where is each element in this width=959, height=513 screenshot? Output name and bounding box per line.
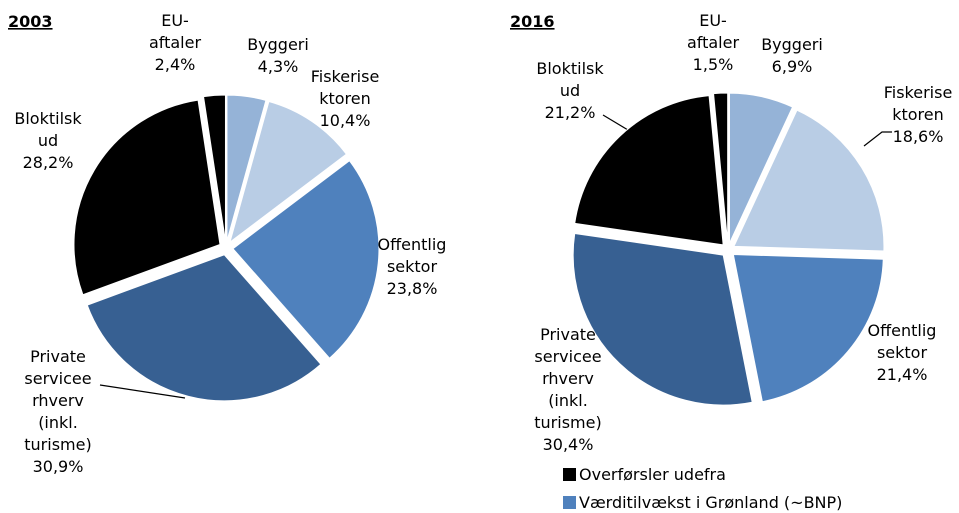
label-line: ud bbox=[560, 81, 580, 100]
pie-slice bbox=[713, 92, 729, 244]
label-line: Fiskerise bbox=[311, 67, 380, 86]
pie-slice bbox=[226, 94, 267, 242]
label-line: rhverv bbox=[542, 369, 594, 388]
label-line: servicee bbox=[534, 347, 601, 366]
slice-label: Byggeri 4,3% bbox=[247, 35, 309, 76]
label-line: ktoren bbox=[892, 105, 944, 124]
label-line: turisme) bbox=[24, 435, 91, 454]
legend-label: Værditilvækst i Grønland (~BNP) bbox=[579, 493, 842, 512]
leader-line bbox=[602, 114, 629, 131]
slice-label: Fiskerise ktoren 18,6% bbox=[884, 83, 953, 146]
label-line: ud bbox=[38, 131, 58, 150]
pie-slice bbox=[86, 254, 322, 402]
label-line: sektor bbox=[387, 257, 438, 276]
label-line: rhverv bbox=[32, 391, 84, 410]
slice-label: EU-aftaler 1,5% bbox=[687, 11, 740, 74]
value-label: 30,4% bbox=[543, 435, 594, 454]
slice-label: Bloktilsk ud 21,2% bbox=[536, 59, 604, 122]
value-label: 10,4% bbox=[320, 111, 371, 130]
pie-slice bbox=[574, 95, 724, 246]
slice-label: Private servicee rhverv (inkl. turisme) 30,9% bbox=[24, 347, 91, 476]
label-line: Bloktilsk bbox=[536, 59, 604, 78]
value-label: 28,2% bbox=[23, 153, 74, 172]
label-line: (inkl. bbox=[38, 413, 78, 432]
value-label: 4,3% bbox=[258, 57, 299, 76]
pie-slice bbox=[202, 94, 226, 242]
value-label: 2,4% bbox=[155, 55, 196, 74]
label-line: Offentlig bbox=[868, 321, 937, 340]
pie-slice bbox=[73, 99, 221, 296]
slice-label: Fiskerise ktoren 10,4% bbox=[311, 67, 380, 130]
label-line: EU- bbox=[699, 11, 727, 30]
leader-line bbox=[863, 131, 892, 147]
legend-swatch bbox=[563, 468, 576, 481]
label-line: Byggeri bbox=[761, 35, 823, 54]
slice-label: Offentlig sektor 21,4% bbox=[868, 321, 937, 384]
value-label: 23,8% bbox=[387, 279, 438, 298]
pie-slice bbox=[732, 254, 884, 403]
slice-label: EU-aftaler 2,4% bbox=[149, 11, 202, 74]
pie-slice bbox=[229, 100, 348, 244]
leader-lines bbox=[99, 114, 892, 399]
pie-slice bbox=[572, 232, 753, 406]
label-line: Byggeri bbox=[247, 35, 309, 54]
pie-slice bbox=[232, 159, 380, 359]
slice-label: Byggeri 6,9% bbox=[761, 35, 823, 76]
chart-title: 2016 bbox=[510, 12, 555, 31]
slice-label: Private servicee rhverv (inkl. turisme) 30,4% bbox=[534, 325, 601, 454]
label-line: (inkl. bbox=[548, 391, 588, 410]
value-label: 21,2% bbox=[545, 103, 596, 122]
legend-label: Overførsler udefra bbox=[579, 465, 726, 484]
legend-swatch bbox=[563, 496, 576, 509]
label-line: aftaler bbox=[149, 33, 202, 52]
label-line: Fiskerise bbox=[884, 83, 953, 102]
label-line: Offentlig bbox=[378, 235, 447, 254]
chart-title: 2003 bbox=[8, 12, 53, 31]
label-line: Bloktilsk bbox=[14, 109, 82, 128]
label-line: servicee bbox=[24, 369, 91, 388]
label-line: ktoren bbox=[319, 89, 371, 108]
leader-line bbox=[99, 384, 186, 399]
pie-slice bbox=[733, 109, 885, 252]
label-line: EU- bbox=[161, 11, 189, 30]
pie-slice bbox=[729, 92, 794, 244]
value-label: 21,4% bbox=[877, 365, 928, 384]
value-label: 6,9% bbox=[772, 57, 813, 76]
value-label: 30,9% bbox=[33, 457, 84, 476]
value-label: 1,5% bbox=[693, 55, 734, 74]
label-line: sektor bbox=[877, 343, 928, 362]
label-line: aftaler bbox=[687, 33, 740, 52]
label-line: Private bbox=[30, 347, 86, 366]
label-line: Private bbox=[540, 325, 596, 344]
value-label: 18,6% bbox=[893, 127, 944, 146]
slice-label: Offentlig sektor 23,8% bbox=[378, 235, 447, 298]
slice-label: Bloktilsk ud 28,2% bbox=[14, 109, 82, 172]
label-line: turisme) bbox=[534, 413, 601, 432]
